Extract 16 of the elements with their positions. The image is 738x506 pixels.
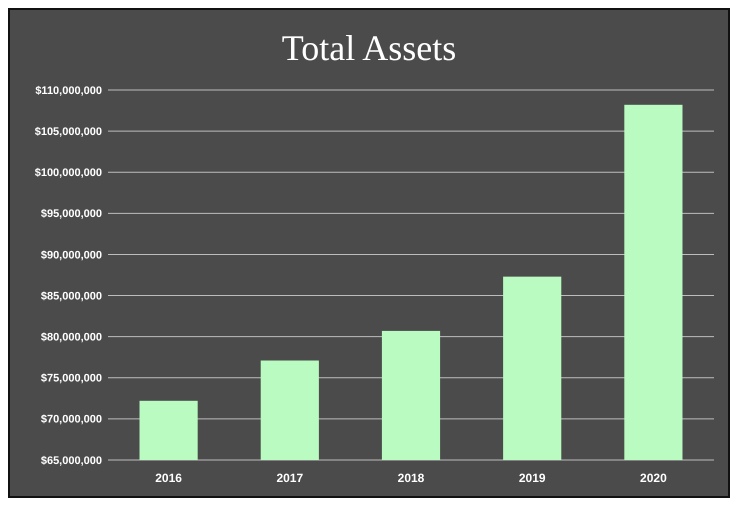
y-tick-label: $105,000,000 <box>34 126 102 138</box>
x-tick-label: 2020 <box>640 471 668 485</box>
x-tick-label: 2017 <box>276 471 304 485</box>
y-tick-label: $70,000,000 <box>40 414 102 426</box>
x-tick-label: 2018 <box>398 471 425 485</box>
y-tick-label: $65,000,000 <box>40 454 102 467</box>
y-tick-label: $75,000,000 <box>40 372 102 385</box>
y-tick-label: $80,000,000 <box>40 332 102 344</box>
y-tick-label: $90,000,000 <box>40 249 102 262</box>
chart-title: Total Assets <box>282 28 456 68</box>
y-tick-label: $95,000,000 <box>40 208 102 220</box>
y-tick-label: $85,000,000 <box>40 290 102 302</box>
y-tick-label: $110,000,000 <box>35 84 102 97</box>
x-tick-label: 2016 <box>155 471 182 485</box>
y-tick-label: $100,000,000 <box>34 167 102 180</box>
x-tick-label: 2019 <box>518 471 546 485</box>
